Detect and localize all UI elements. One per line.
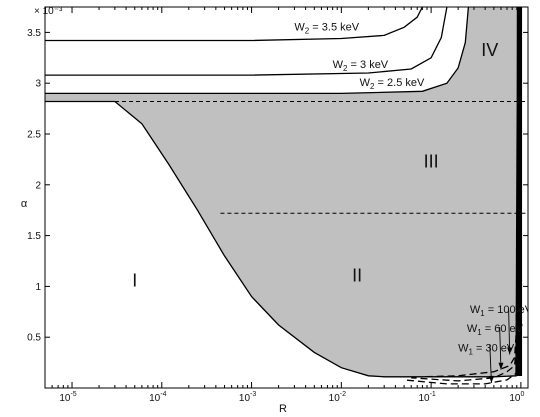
w1-label-0: W1 = 100 eV (470, 304, 533, 318)
axes: 0.511.522.533.510-5 10-4 10-3 10-2 10-1 100 (27, 6, 529, 404)
y-tick-label-0: 0.5 (27, 333, 41, 344)
x-tick-base: 10 (418, 393, 430, 404)
w2-label-rest: = 2.5 keV (375, 77, 426, 89)
y-tick-label-2: 1.5 (27, 231, 41, 242)
x-tick-exp: -1 (430, 391, 436, 398)
y-tick-label-6: 3.5 (27, 28, 41, 39)
y-tick-label-4: 2.5 (27, 130, 41, 141)
w2-label-main: W (333, 59, 344, 71)
w1-arrow-head-1 (498, 362, 504, 370)
x-tick-exp: -4 (160, 391, 166, 398)
x-tick-label-4: 10-1 (418, 391, 435, 404)
w1-label-rest: = 60 eV (482, 323, 524, 335)
w1-arrow-head-0 (488, 375, 494, 383)
x-tick-exp: -3 (250, 391, 256, 398)
x-axis-label: R (279, 403, 287, 415)
w1-label-sub: 1 (480, 309, 485, 318)
w2-label-main: W (360, 77, 371, 89)
w1-label-sub: 1 (477, 328, 482, 337)
x-tick-label-0: 10-5 (59, 391, 76, 404)
y-tick-label-1: 1 (35, 282, 41, 293)
w1-arrow-line-1 (499, 327, 502, 370)
x-tick-exp: 0 (521, 391, 525, 398)
x-tick-label-1: 10-4 (149, 391, 166, 404)
w1-label-1: W1 = 60 eV (467, 323, 524, 337)
region-label-3: IV (481, 40, 498, 60)
y-axis-label: α (21, 198, 28, 210)
x-tick-base: 10 (59, 393, 71, 404)
x-tick-exp: -5 (70, 391, 76, 398)
w1-arrow-head-2 (507, 347, 513, 355)
x-tick-base: 10 (509, 393, 521, 404)
w1-label-rest: = 100 eV (485, 304, 533, 316)
region-label-2: III (424, 152, 439, 172)
unshaded-band (45, 7, 469, 94)
plot-frame (44, 6, 529, 389)
region-label-1: II (352, 265, 362, 285)
w1-label-main: W (467, 323, 478, 335)
x-tick-base: 10 (239, 393, 251, 404)
shaded-region (45, 7, 519, 377)
w1-label-rest: = 30 eV (473, 342, 515, 354)
w1-arrow-line-2 (508, 308, 511, 355)
x-tick-base: 10 (329, 393, 341, 404)
y-multiplier-label: × 10⁻³ (34, 6, 63, 17)
w2-label-rest: = 3.5 keV (309, 21, 360, 33)
w1-label-main: W (458, 342, 469, 354)
w2-curve-2 (45, 7, 470, 95)
right-edge-band (517, 7, 523, 376)
w1-curve-1 (411, 291, 519, 382)
w2-curve-0 (45, 7, 423, 42)
labels: R α × 10⁻³ (21, 6, 287, 415)
x-tick-label-3: 10-2 (329, 391, 346, 404)
w1-label-sub: 1 (469, 347, 474, 356)
w2-label-sub: 2 (370, 82, 375, 91)
w2-curve-1 (45, 7, 448, 76)
w2-label-2: W2 = 2.5 keV (360, 77, 425, 91)
w2-label-sub: 2 (343, 64, 348, 73)
w2-label-1: W2 = 3 keV (333, 59, 389, 73)
w1-label-main: W (470, 304, 481, 316)
w2-label-rest: = 3 keV (347, 59, 388, 71)
x-tick-base: 10 (149, 393, 161, 404)
w1-curve-0 (422, 291, 518, 378)
x-tick-label-5: 100 (509, 391, 524, 404)
region-label-0: I (132, 270, 137, 290)
w2-label-sub: 2 (305, 26, 310, 35)
w2-label-0: W2 = 3.5 keV (294, 21, 359, 35)
w1-curve-2 (404, 291, 520, 385)
w1-label-2: W1 = 30 eV (458, 342, 515, 356)
y-tick-label-3: 2 (35, 180, 41, 191)
x-tick-label-2: 10-3 (239, 391, 256, 404)
y-tick-label-5: 3 (35, 79, 41, 90)
w2-label-main: W (294, 21, 305, 33)
x-tick-exp: -2 (340, 391, 346, 398)
boundary-curve (45, 100, 517, 378)
